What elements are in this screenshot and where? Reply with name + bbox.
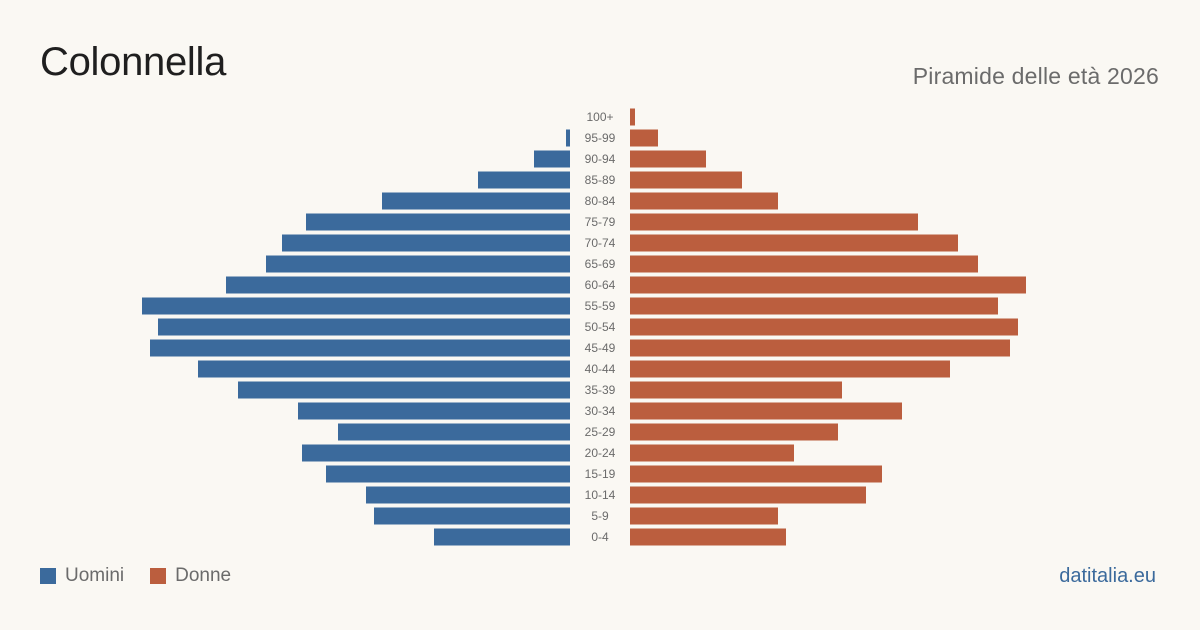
age-label-65-69: 65-69: [585, 257, 616, 271]
bar-men-50-54: [158, 318, 570, 336]
bar-women-25-29: [630, 423, 838, 441]
age-label-0-4: 0-4: [591, 530, 609, 544]
page-title: Colonnella: [40, 40, 227, 84]
legend-label-men: Uomini: [65, 565, 125, 586]
legend-swatch-men: [40, 568, 56, 584]
age-label-100+: 100+: [586, 110, 613, 124]
bar-women-20-24: [630, 444, 794, 462]
chart-legend: Uomini Donne: [40, 565, 257, 587]
bar-men-25-29: [338, 423, 570, 441]
bar-women-15-19: [630, 465, 882, 483]
bar-men-75-79: [306, 213, 570, 231]
bar-women-40-44: [630, 360, 950, 378]
bar-men-80-84: [382, 192, 570, 210]
age-label-90-94: 90-94: [585, 152, 616, 166]
legend-item-women: Donne: [150, 565, 231, 587]
age-label-25-29: 25-29: [585, 425, 616, 439]
bar-men-70-74: [282, 234, 570, 252]
bar-men-95-99: [566, 129, 570, 147]
bar-women-60-64: [630, 276, 1026, 294]
age-label-20-24: 20-24: [585, 446, 616, 460]
bar-men-55-59: [142, 297, 570, 315]
bar-women-45-49: [630, 339, 1010, 357]
age-label-60-64: 60-64: [585, 278, 616, 292]
bar-women-95-99: [630, 129, 658, 147]
bar-men-5-9: [374, 507, 570, 525]
age-label-85-89: 85-89: [585, 173, 616, 187]
age-label-80-84: 80-84: [585, 194, 616, 208]
bar-women-85-89: [630, 171, 742, 189]
bar-women-10-14: [630, 486, 866, 504]
legend-item-men: Uomini: [40, 565, 124, 587]
bar-men-85-89: [478, 171, 570, 189]
bar-women-80-84: [630, 192, 778, 210]
age-label-10-14: 10-14: [585, 488, 616, 502]
age-label-5-9: 5-9: [591, 509, 609, 523]
bar-men-20-24: [302, 444, 570, 462]
bar-women-75-79: [630, 213, 918, 231]
population-pyramid-chart: 100+ 95-99 90-94 85-89 80-84 75-79 70-74 65-69 6…: [142, 108, 1026, 546]
age-label-45-49: 45-49: [585, 341, 616, 355]
bar-women-70-74: [630, 234, 958, 252]
bar-men-40-44: [198, 360, 570, 378]
bar-women-0-4: [630, 528, 786, 546]
brand-link[interactable]: datitalia.eu: [1059, 565, 1156, 587]
bar-women-90-94: [630, 150, 706, 168]
age-label-50-54: 50-54: [585, 320, 616, 334]
bar-women-5-9: [630, 507, 778, 525]
bar-women-30-34: [630, 402, 902, 420]
age-label-75-79: 75-79: [585, 215, 616, 229]
age-label-55-59: 55-59: [585, 299, 616, 313]
bar-women-55-59: [630, 297, 998, 315]
age-label-70-74: 70-74: [585, 236, 616, 250]
bar-men-0-4: [434, 528, 570, 546]
bar-men-60-64: [226, 276, 570, 294]
age-label-40-44: 40-44: [585, 362, 616, 376]
legend-swatch-women: [150, 568, 167, 584]
bar-men-15-19: [326, 465, 570, 483]
bar-men-65-69: [266, 255, 570, 273]
bar-men-10-14: [366, 486, 570, 504]
bar-men-30-34: [298, 402, 570, 420]
age-label-30-34: 30-34: [585, 404, 616, 418]
age-label-95-99: 95-99: [585, 131, 616, 145]
bar-women-50-54: [630, 318, 1018, 336]
bar-men-90-94: [534, 150, 570, 168]
legend-label-women: Donne: [175, 565, 232, 586]
age-label-35-39: 35-39: [585, 383, 616, 397]
chart-subtitle: Piramide delle età 2026: [912, 63, 1159, 89]
bar-women-100+: [630, 108, 635, 126]
bar-men-45-49: [150, 339, 570, 357]
bar-women-65-69: [630, 255, 978, 273]
age-label-15-19: 15-19: [585, 467, 616, 481]
bar-women-35-39: [630, 381, 842, 399]
bar-men-35-39: [238, 381, 570, 399]
